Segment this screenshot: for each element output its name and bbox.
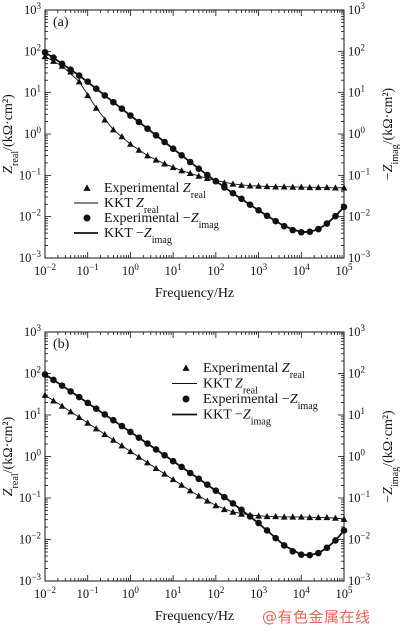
kkt-zreal-line <box>44 56 344 189</box>
y-tick-label-right: 102 <box>348 42 365 58</box>
y-tick-label-right: 10−3 <box>348 572 371 588</box>
legend-label: Experimental −Zimag <box>104 211 219 231</box>
legend-triangle-marker <box>182 364 190 371</box>
y-tick-label-left: 101 <box>24 406 41 422</box>
y-axis-title-right: −Zimag/(kΩ·cm²) <box>381 87 400 180</box>
y-tick-label-right: 10−2 <box>348 208 370 224</box>
legend-label: KKT Zreal <box>203 377 258 397</box>
plot-area <box>41 48 348 236</box>
legend-label: Experimental Zreal <box>104 181 206 201</box>
y-axis-title-left: Zreal/(kΩ·cm²) <box>1 94 21 174</box>
x-tick-label: 10−1 <box>77 585 99 601</box>
x-tick-label: 100 <box>122 262 140 278</box>
legend-triangle-marker <box>83 184 91 191</box>
legend-label: Experimental Zreal <box>203 361 305 381</box>
watermark: @有色金属在线 <box>262 608 371 626</box>
plot-area <box>41 371 348 559</box>
zreal-triangle-point <box>323 514 331 521</box>
x-tick-label: 101 <box>165 262 182 278</box>
x-tick-label: 10−2 <box>34 585 56 601</box>
x-tick-label: 102 <box>207 585 224 601</box>
y-tick-label-right: 100 <box>348 448 366 464</box>
panel-label: (b) <box>53 337 70 352</box>
x-axis-title: Frequency/Hz <box>155 609 234 624</box>
y-tick-label-right: 10−3 <box>348 249 371 265</box>
zreal-triangle-point <box>272 513 280 520</box>
y-tick-label-right: 101 <box>348 406 365 422</box>
y-tick-label-left: 101 <box>24 84 41 100</box>
legend-label: KKT −Zimag <box>104 226 172 246</box>
y-tick-label-left: 10−1 <box>19 489 41 505</box>
y-tick-label-right: 103 <box>348 1 366 17</box>
legend-label: KKT −Zimag <box>203 408 271 428</box>
y-tick-label-right: 10−2 <box>348 531 370 547</box>
x-tick-label: 104 <box>293 262 311 278</box>
y-tick-label-right: 10−1 <box>348 489 370 505</box>
y-tick-label-right: 101 <box>348 84 365 100</box>
y-tick-label-left: 10−3 <box>19 572 42 588</box>
y-axis-title-left: Zreal/(kΩ·cm²) <box>1 416 21 496</box>
x-tick-label: 104 <box>293 585 311 601</box>
y-tick-label-left: 103 <box>24 1 42 17</box>
legend-label: KKT Zreal <box>104 196 159 216</box>
x-tick-label: 105 <box>336 585 354 601</box>
y-tick-label-left: 103 <box>24 323 42 339</box>
y-tick-label-left: 10−2 <box>19 531 41 547</box>
legend-label: Experimental −Zimag <box>203 392 318 412</box>
y-tick-label-right: 102 <box>348 365 365 381</box>
kkt-zimag-line <box>44 373 345 557</box>
y-tick-label-left: 100 <box>24 448 42 464</box>
y-tick-label-left: 10−1 <box>19 166 41 182</box>
kkt-zimag-line <box>44 51 345 234</box>
x-tick-label: 100 <box>122 585 140 601</box>
y-tick-label-right: 10−1 <box>348 166 370 182</box>
x-tick-label: 101 <box>165 585 182 601</box>
y-tick-label-right: 100 <box>348 125 366 141</box>
y-tick-label-left: 100 <box>24 125 42 141</box>
y-axis-title-right: −Zimag/(kΩ·cm²) <box>381 410 400 503</box>
kkt-zreal-line <box>44 394 345 520</box>
x-tick-label: 102 <box>207 262 224 278</box>
x-tick-label: 103 <box>250 585 268 601</box>
x-tick-label: 105 <box>336 262 354 278</box>
zreal-triangle-point <box>118 133 126 140</box>
legend-circle-marker <box>182 395 190 403</box>
y-tick-label-left: 102 <box>24 42 41 58</box>
x-tick-label: 103 <box>250 262 268 278</box>
axis-ticks <box>44 331 345 582</box>
x-tick-label: 10−2 <box>34 262 56 278</box>
y-tick-label-right: 103 <box>348 323 366 339</box>
y-tick-label-left: 10−3 <box>19 249 42 265</box>
axis-ticks <box>44 9 345 259</box>
zreal-triangle-point <box>323 184 331 191</box>
x-axis-title: Frequency/Hz <box>155 286 234 301</box>
legend-circle-marker <box>83 214 91 222</box>
panel-label: (a) <box>53 15 69 30</box>
y-tick-label-left: 102 <box>24 365 41 381</box>
y-tick-label-left: 10−2 <box>19 208 41 224</box>
x-tick-label: 10−1 <box>77 262 99 278</box>
